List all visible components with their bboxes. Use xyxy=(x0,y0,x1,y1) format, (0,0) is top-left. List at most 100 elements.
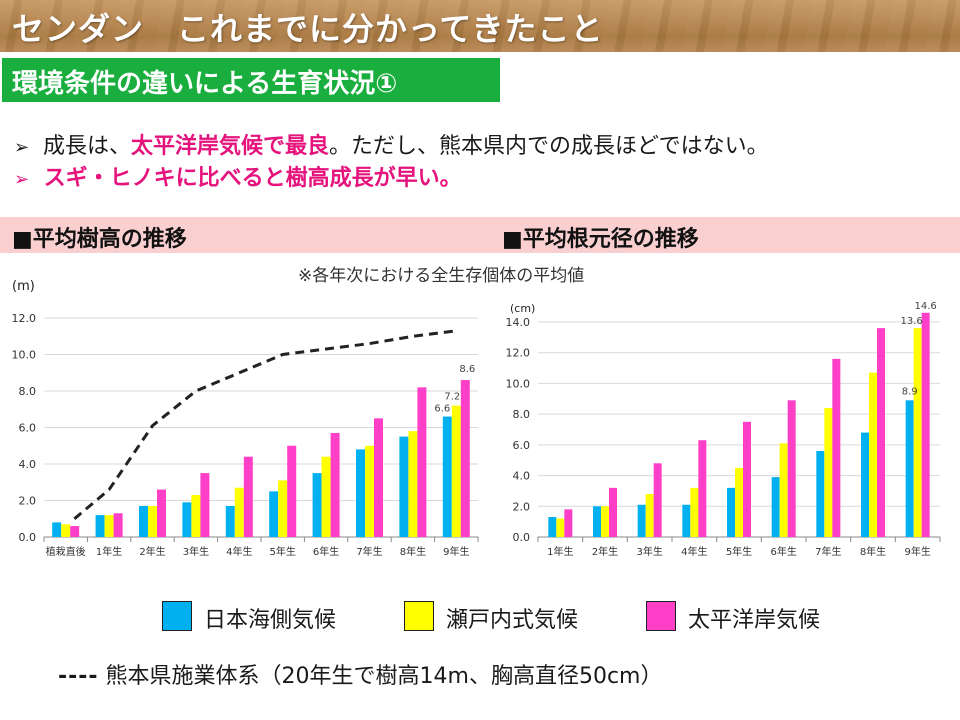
bar xyxy=(913,328,922,537)
bar xyxy=(451,405,461,537)
x-tick-label: 5年生 xyxy=(270,545,296,558)
y-tick-label: 0.0 xyxy=(513,531,531,544)
bar xyxy=(682,504,691,537)
legend-swatch-setouchi xyxy=(404,601,434,631)
y-tick-label: 6.0 xyxy=(19,422,37,435)
diameter-chart: (cm) 0.0 2.0 4.0 6.0 8.0 10.0 12.0 14.0 1年生 2年生 3年生… xyxy=(506,301,941,558)
y-tick-label: 8.0 xyxy=(513,408,531,421)
bullet-growth-post: 。ただし、熊本県内での成長ほどではない。 xyxy=(329,134,769,159)
x-tick-label: 6年生 xyxy=(313,545,339,558)
data-label: 8.9 xyxy=(902,386,918,397)
bullet-growth-pre: 成長は、 xyxy=(43,134,132,159)
bar xyxy=(61,524,71,537)
arrow-bullet-icon: ➢ xyxy=(14,169,30,190)
bar xyxy=(645,494,654,537)
kumamoto-reference-label: 熊本県施業体系（20年生で樹高14m、胸高直径50cm） xyxy=(105,664,663,689)
diameter-chart-title: ■平均根元径の推移 xyxy=(502,227,699,252)
slide-title: センダン これまでに分かってきたこと xyxy=(12,10,604,48)
bar xyxy=(157,489,166,537)
x-tick-label: 7年生 xyxy=(356,545,382,558)
bar xyxy=(234,487,244,537)
section-label: 環境条件の違いによる生育状況① xyxy=(2,58,500,102)
bar xyxy=(787,400,796,537)
x-tick-label: 4年生 xyxy=(226,545,252,558)
bar xyxy=(104,515,114,537)
bar xyxy=(832,358,841,537)
x-tick-label: 1年生 xyxy=(96,545,122,558)
data-label: 7.2 xyxy=(444,392,460,403)
bar xyxy=(330,432,340,537)
bar xyxy=(564,509,573,537)
bar xyxy=(113,513,123,537)
x-tick-label: 6年生 xyxy=(770,545,796,558)
bullet-height-growth-text: スギ・ヒノキに比べると樹高成長が早い。 xyxy=(43,166,462,191)
x-tick-label: 9年生 xyxy=(904,545,930,558)
bar xyxy=(365,445,374,537)
bar xyxy=(52,522,62,537)
y-axis-unit: (cm) xyxy=(510,302,535,315)
x-tick-label: 1年生 xyxy=(547,545,573,558)
bar xyxy=(921,312,930,537)
bar xyxy=(243,456,253,537)
bar xyxy=(95,515,105,537)
y-axis-unit: (m) xyxy=(12,279,35,294)
arrow-bullet-icon: ➢ xyxy=(14,137,30,158)
bar xyxy=(824,408,833,537)
bar xyxy=(877,328,885,537)
chart-heading-band xyxy=(0,217,960,253)
y-tick-label: 2.0 xyxy=(19,495,37,508)
bar xyxy=(312,473,322,537)
x-tick-label: 8年生 xyxy=(400,545,426,558)
bar xyxy=(653,463,662,537)
bar xyxy=(698,440,707,537)
y-tick-label: 4.0 xyxy=(513,470,531,483)
x-tick-label: 2年生 xyxy=(592,545,618,558)
x-tick-label: 8年生 xyxy=(860,545,886,558)
legend-swatch-japan-sea xyxy=(162,601,192,631)
bullet-height-growth: ➢ スギ・ヒノキに比べると樹高成長が早い。 xyxy=(14,160,462,192)
bar xyxy=(225,505,235,537)
bar xyxy=(601,506,609,537)
bar xyxy=(861,432,869,537)
data-label: 8.6 xyxy=(459,364,475,375)
x-tick-label: 植栽直後 xyxy=(46,545,86,558)
bar xyxy=(743,421,751,537)
data-label: 14.6 xyxy=(915,301,937,312)
bar xyxy=(148,505,157,537)
kumamoto-reference-legend: ---- 熊本県施業体系（20年生で樹高14m、胸高直径50cm） xyxy=(58,658,662,690)
x-tick-label: 7年生 xyxy=(815,545,841,558)
legend-label-japan-sea: 日本海側気候 xyxy=(204,608,337,633)
bar xyxy=(460,380,470,537)
bar xyxy=(399,436,409,537)
y-tick-label: 14.0 xyxy=(506,316,531,329)
bar xyxy=(548,517,557,537)
dashed-line-icon: ---- xyxy=(58,664,99,689)
y-tick-label: 2.0 xyxy=(513,500,531,513)
bar xyxy=(593,506,601,537)
bar xyxy=(727,487,735,537)
bar xyxy=(182,502,192,537)
bar xyxy=(269,491,279,537)
y-tick-label: 10.0 xyxy=(506,377,531,390)
bar xyxy=(417,387,427,537)
bar xyxy=(779,443,788,537)
bar xyxy=(816,451,825,537)
bar xyxy=(735,467,743,537)
title-bar: センダン これまでに分かってきたこと xyxy=(0,0,960,52)
legend-label-pacific: 太平洋岸気候 xyxy=(688,608,821,633)
x-tick-label: 3年生 xyxy=(183,545,209,558)
height-chart: (m) 0.0 2.0 4.0 6.0 8.0 10.0 12.0 植栽直後 1年生 2年生 3年生 4… xyxy=(12,279,479,558)
x-tick-label: 2年生 xyxy=(139,545,165,558)
bar xyxy=(374,418,383,537)
bar xyxy=(70,526,80,537)
bar xyxy=(287,445,297,537)
y-tick-label: 8.0 xyxy=(19,385,37,398)
bar xyxy=(356,449,365,537)
bullet-growth: ➢ 成長は、太平洋岸気候で最良。ただし、熊本県内での成長ほどではない。 xyxy=(14,128,769,160)
height-chart-title: ■平均樹高の推移 xyxy=(12,227,187,252)
x-tick-label: 3年生 xyxy=(636,545,662,558)
bar xyxy=(442,416,452,537)
bar xyxy=(139,505,148,537)
bar xyxy=(637,504,646,537)
bullet-growth-highlight: 太平洋岸気候で最良 xyxy=(131,134,330,159)
